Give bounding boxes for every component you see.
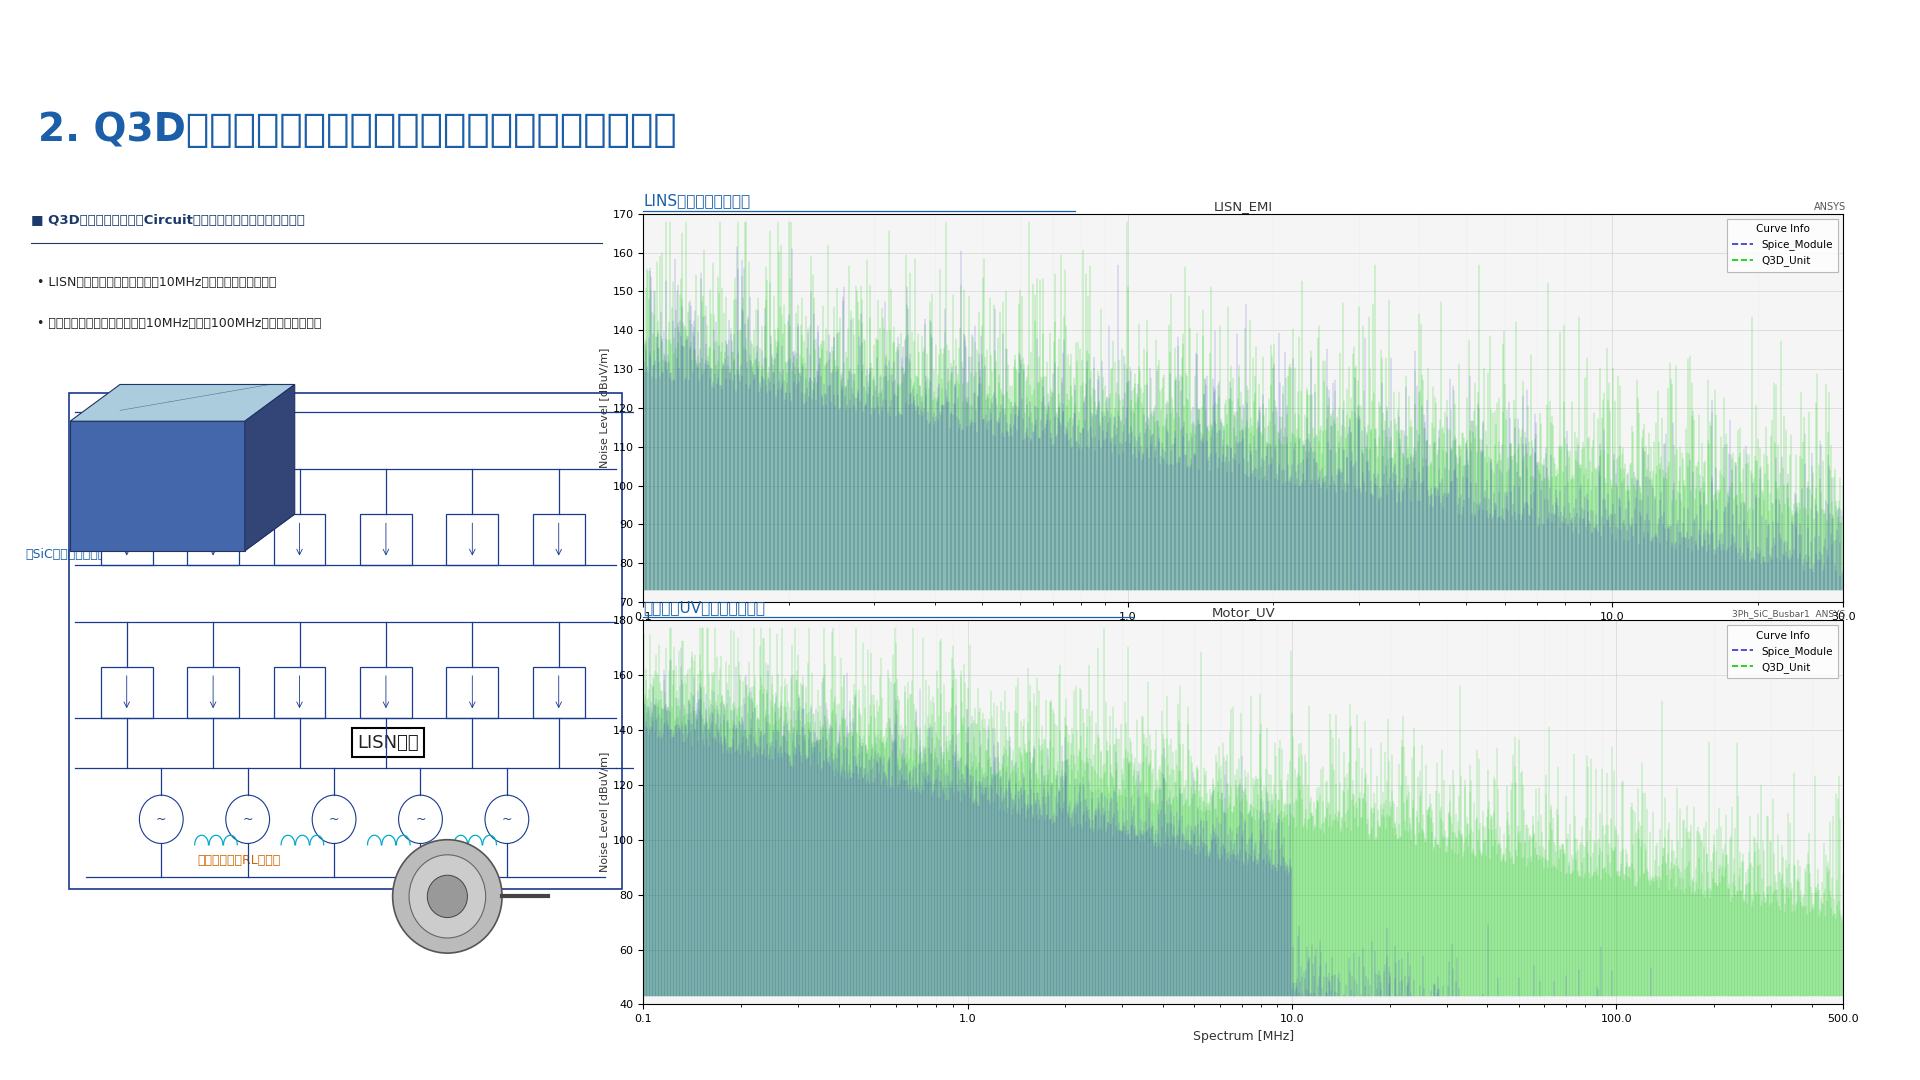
Bar	[532, 666, 584, 717]
Y-axis label: Noise Level [dBuV/m]: Noise Level [dBuV/m]	[599, 752, 609, 873]
Bar	[186, 666, 238, 717]
X-axis label: Spectrum [MHz]: Spectrum [MHz]	[1192, 627, 1294, 640]
Bar	[69, 393, 622, 889]
Text: • モーターの伝導ノイズでは、10MHz付近と100MHz以降で高くなった: • モーターの伝導ノイズでは、10MHz付近と100MHz以降で高くなった	[36, 318, 321, 330]
Bar	[445, 514, 499, 565]
Bar	[100, 666, 152, 717]
Y-axis label: Noise Level [dBuV/m]: Noise Level [dBuV/m]	[599, 348, 609, 468]
Text: LISN回路: LISN回路	[357, 733, 419, 752]
Text: ~: ~	[156, 813, 167, 826]
Legend: Spice_Module, Q3D_Unit: Spice_Module, Q3D_Unit	[1726, 219, 1837, 272]
X-axis label: Spectrum [MHz]: Spectrum [MHz]	[1192, 1029, 1294, 1042]
Bar	[361, 666, 413, 717]
Text: ~: ~	[242, 813, 253, 826]
Ellipse shape	[394, 840, 503, 953]
Text: ~: ~	[415, 813, 426, 826]
Text: 2. Q3Dによるバスバーと筐体を含めた伝導ノイズ解析: 2. Q3Dによるバスバーと筐体を含めた伝導ノイズ解析	[38, 110, 678, 149]
Text: ~: ~	[328, 813, 340, 826]
Bar	[273, 666, 324, 717]
Text: モーターUV線の伝導ノイズ: モーターUV線の伝導ノイズ	[643, 599, 766, 615]
Polygon shape	[246, 384, 294, 551]
Text: ~: ~	[501, 813, 513, 826]
Bar	[532, 514, 584, 565]
Text: ・モーター（RL回路）: ・モーター（RL回路）	[198, 854, 280, 867]
Polygon shape	[69, 384, 294, 421]
Text: 3Ph_SiC_Busbar1  ANSYS: 3Ph_SiC_Busbar1 ANSYS	[1732, 609, 1845, 618]
Bar	[100, 514, 152, 565]
Text: ・SiCモジュールユニット: ・SiCモジュールユニット	[25, 549, 121, 562]
Text: 20: 20	[1855, 1038, 1882, 1057]
Text: • LISN回路の伝導ノイズでは、10MHz付近で違いがみられる: • LISN回路の伝導ノイズでは、10MHz付近で違いがみられる	[36, 275, 276, 288]
Bar	[186, 514, 238, 565]
Bar	[361, 514, 413, 565]
Ellipse shape	[409, 855, 486, 937]
Text: ■ Q3Dで解析した結果をCircuitに組み込み、伝導ノイズを解析: ■ Q3Dで解析した結果をCircuitに組み込み、伝導ノイズを解析	[31, 214, 305, 227]
Text: ANSYS: ANSYS	[1814, 202, 1845, 212]
Title: LISN_EMI: LISN_EMI	[1213, 200, 1273, 213]
Bar	[273, 514, 324, 565]
Polygon shape	[69, 514, 294, 551]
Legend: Spice_Module, Q3D_Unit: Spice_Module, Q3D_Unit	[1726, 625, 1837, 678]
Bar	[445, 666, 499, 717]
Ellipse shape	[428, 875, 467, 918]
Text: Copyright  (C)  IDAJ Co., LTD. All Rights Reserved.: Copyright (C) IDAJ Co., LTD. All Rights …	[38, 1040, 417, 1055]
Text: ❦IDAJ: ❦IDAJ	[1764, 26, 1862, 55]
Text: LINS回路の伝導ノイズ: LINS回路の伝導ノイズ	[643, 193, 751, 208]
Title: Motor_UV: Motor_UV	[1212, 606, 1275, 619]
Polygon shape	[69, 421, 246, 551]
